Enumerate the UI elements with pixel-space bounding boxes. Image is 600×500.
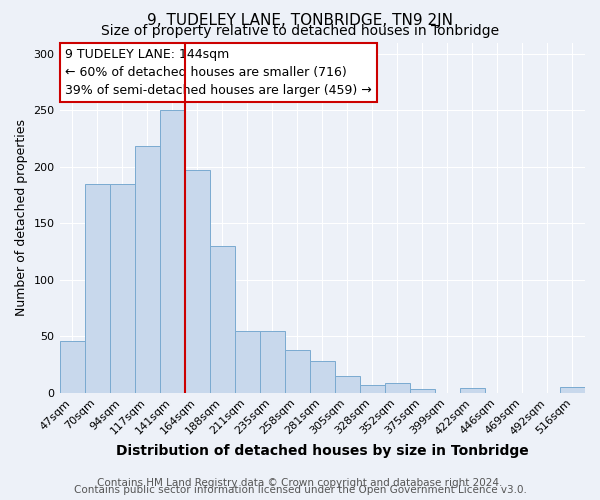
Bar: [260, 330, 285, 392]
Text: Size of property relative to detached houses in Tonbridge: Size of property relative to detached ho…: [101, 24, 499, 38]
Bar: [59, 340, 85, 392]
Bar: [85, 184, 110, 392]
Bar: [410, 390, 435, 392]
Bar: [335, 376, 360, 392]
Bar: [110, 184, 134, 392]
Bar: [460, 388, 485, 392]
Bar: [235, 330, 260, 392]
Bar: [160, 110, 185, 392]
Text: 9 TUDELEY LANE: 144sqm
← 60% of detached houses are smaller (716)
39% of semi-de: 9 TUDELEY LANE: 144sqm ← 60% of detached…: [65, 48, 371, 97]
Text: Contains HM Land Registry data © Crown copyright and database right 2024.: Contains HM Land Registry data © Crown c…: [97, 478, 503, 488]
Bar: [285, 350, 310, 393]
Bar: [310, 361, 335, 392]
Bar: [560, 387, 585, 392]
Bar: [134, 146, 160, 392]
Bar: [385, 382, 410, 392]
Bar: [209, 246, 235, 392]
X-axis label: Distribution of detached houses by size in Tonbridge: Distribution of detached houses by size …: [116, 444, 529, 458]
Bar: [360, 385, 385, 392]
Text: Contains public sector information licensed under the Open Government Licence v3: Contains public sector information licen…: [74, 485, 526, 495]
Bar: [185, 170, 209, 392]
Text: 9, TUDELEY LANE, TONBRIDGE, TN9 2JN: 9, TUDELEY LANE, TONBRIDGE, TN9 2JN: [147, 12, 453, 28]
Y-axis label: Number of detached properties: Number of detached properties: [15, 119, 28, 316]
